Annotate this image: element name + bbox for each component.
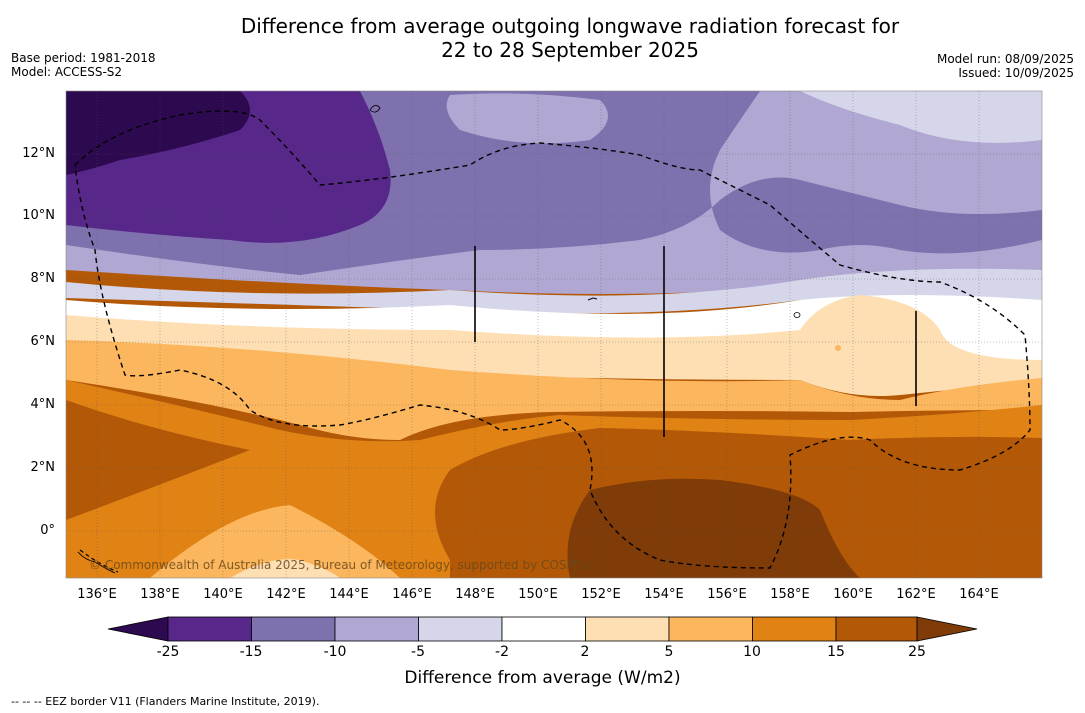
lon-label: 152°E: [581, 587, 621, 602]
lat-label: 10°N: [22, 208, 55, 223]
colorbar-tick: -10: [323, 644, 347, 660]
issued-date: Issued: 10/09/2025: [958, 66, 1074, 80]
colorbar-bin: [752, 616, 837, 642]
colorbar-bin: [585, 616, 670, 642]
lon-label: 136°E: [77, 587, 117, 602]
lat-label: 12°N: [22, 146, 55, 161]
chart-title: Difference from average outgoing longwav…: [0, 14, 1085, 62]
lat-label: 4°N: [30, 397, 56, 412]
model-name: Model: ACCESS-S2: [11, 65, 123, 79]
lat-label: 0°: [40, 523, 55, 538]
colorbar-bin: [334, 616, 419, 642]
colorbar-bin: [167, 616, 252, 642]
lat-label: 8°N: [30, 271, 56, 286]
copyright-text: © Commonwealth of Australia 2025, Bureau…: [89, 558, 595, 572]
base-period: Base period: 1981-2018: [11, 51, 156, 65]
colorbar-tick: 15: [827, 644, 845, 660]
colorbar-bin: [251, 616, 336, 642]
lon-label: 154°E: [644, 587, 684, 602]
colorbar-high-extension: [916, 616, 978, 642]
colorbar: [107, 616, 978, 642]
colorbar-tick: -5: [411, 644, 425, 660]
title-line-2: 22 to 28 September 2025: [441, 38, 699, 62]
band-pos5: [66, 340, 1042, 440]
colorbar-tick: 10: [743, 644, 761, 660]
colorbar-bin: [668, 616, 753, 642]
band-pos2: [66, 295, 1042, 396]
model-run: Model run: 08/09/2025: [936, 52, 1074, 66]
lon-label: 146°E: [392, 587, 432, 602]
map-field: [66, 91, 1042, 578]
lat-label: 6°N: [30, 334, 56, 349]
lon-label: 158°E: [770, 587, 810, 602]
lon-label: 150°E: [518, 587, 558, 602]
colorbar-bin: [501, 616, 586, 642]
lon-label: 138°E: [140, 587, 180, 602]
band-white: [66, 295, 1042, 363]
eez-footnote: -- -- -- EEZ border V11 (Flanders Marine…: [11, 695, 320, 708]
colorbar-title: Difference from average (W/m2): [404, 668, 681, 688]
lon-label: 140°E: [203, 587, 243, 602]
lon-label: 156°E: [707, 587, 747, 602]
colorbar-tick: -25: [156, 644, 180, 660]
lon-label: 160°E: [833, 587, 873, 602]
colorbar-bin: [835, 616, 918, 642]
colorbar-tick: 5: [664, 644, 674, 660]
lon-label: 148°E: [455, 587, 495, 602]
meta-right: Model run: 08/09/2025 Issued: 10/09/2025: [937, 52, 1074, 80]
colorbar-low-extension: [107, 616, 169, 642]
lon-label: 142°E: [266, 587, 306, 602]
colorbar-tick: 25: [908, 644, 926, 660]
colorbar-tick: -2: [495, 644, 509, 660]
lon-label: 144°E: [329, 587, 369, 602]
title-line-1: Difference from average outgoing longwav…: [240, 14, 900, 38]
gridlines: [66, 91, 1042, 578]
colorbar-bin: [418, 616, 503, 642]
meta-left: Base period: 1981-2018 Model: ACCESS-S2: [11, 51, 156, 79]
lon-label: 164°E: [959, 587, 999, 602]
lon-label: 162°E: [896, 587, 936, 602]
eez-border: [74, 110, 1031, 569]
colorbar-tick: 2: [580, 644, 590, 660]
colorbar-tick: -15: [239, 644, 263, 660]
band-pos25: [567, 478, 860, 578]
band-neg5: [66, 268, 1042, 314]
lat-label: 2°N: [30, 460, 56, 475]
